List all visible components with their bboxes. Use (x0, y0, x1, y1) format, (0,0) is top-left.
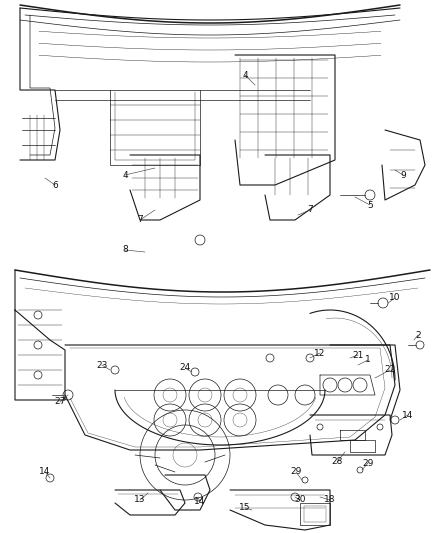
Text: 27: 27 (54, 398, 66, 407)
Text: 5: 5 (367, 200, 373, 209)
Text: 14: 14 (194, 497, 206, 506)
Text: 21: 21 (352, 351, 364, 359)
Bar (304, 506, 326, 522)
Text: 1: 1 (365, 356, 371, 365)
Text: 29: 29 (362, 458, 374, 467)
Text: 18: 18 (324, 496, 336, 505)
Text: 15: 15 (239, 504, 251, 513)
Text: 22: 22 (385, 366, 396, 375)
Text: 30: 30 (294, 496, 306, 505)
Text: 23: 23 (96, 360, 108, 369)
Text: 6: 6 (52, 181, 58, 190)
Bar (300, 503, 330, 525)
Text: 14: 14 (403, 410, 413, 419)
Text: 4: 4 (242, 70, 248, 79)
Text: 7: 7 (307, 206, 313, 214)
Text: 4: 4 (122, 171, 128, 180)
Text: 13: 13 (134, 496, 146, 505)
Text: 9: 9 (400, 171, 406, 180)
Text: 14: 14 (39, 467, 51, 477)
Text: 24: 24 (180, 364, 191, 373)
Text: 10: 10 (389, 294, 401, 303)
Text: 28: 28 (331, 457, 343, 466)
Text: 2: 2 (415, 330, 421, 340)
Text: 29: 29 (290, 467, 302, 477)
Text: 12: 12 (314, 349, 326, 358)
Text: 7: 7 (137, 215, 143, 224)
Text: 8: 8 (122, 246, 128, 254)
